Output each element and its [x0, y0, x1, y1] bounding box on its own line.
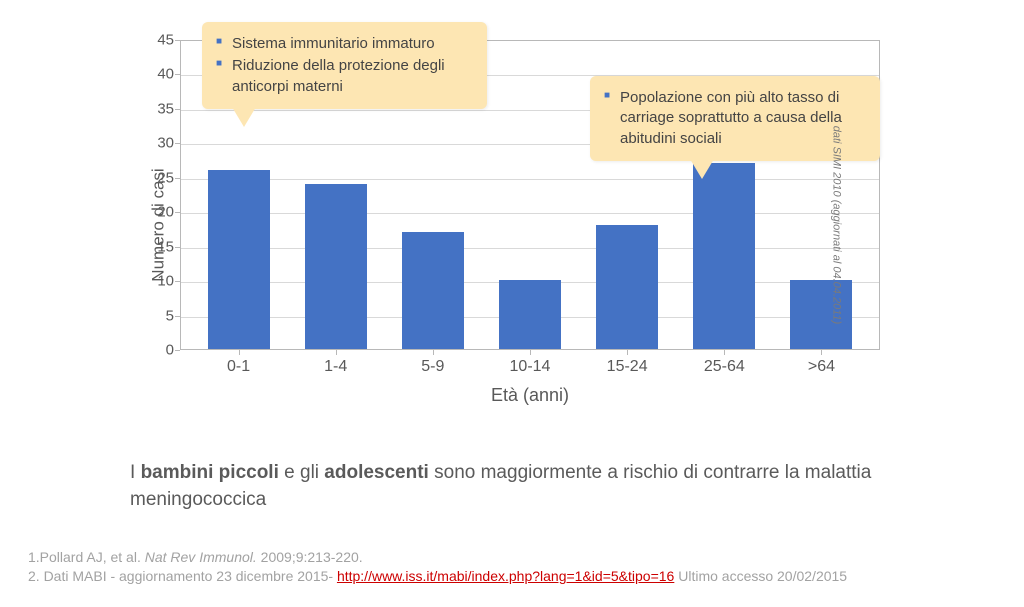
callout-infants: Sistema immunitario immaturo Riduzione d… — [202, 22, 487, 109]
x-tick-label: 10-14 — [481, 358, 578, 376]
reference-line: 1.Pollard AJ, et al. Nat Rev Immunol. 20… — [28, 548, 988, 567]
y-tick-label: 45 — [150, 32, 174, 49]
x-tick-label: 25-64 — [676, 358, 773, 376]
y-tick-mark — [175, 316, 180, 317]
references: 1.Pollard AJ, et al. Nat Rev Immunol. 20… — [28, 548, 988, 586]
ref-italic: Nat Rev Immunol. — [145, 549, 257, 565]
y-tick-mark — [175, 281, 180, 282]
y-tick-label: 40 — [150, 66, 174, 83]
y-tick-label: 35 — [150, 100, 174, 117]
y-tick-mark — [175, 178, 180, 179]
caption-text: e gli — [279, 462, 324, 483]
x-tick-mark — [336, 350, 337, 355]
y-tick-mark — [175, 143, 180, 144]
y-tick-label: 30 — [150, 135, 174, 152]
bar — [305, 184, 367, 349]
callout-item: Riduzione della protezione degli anticor… — [216, 56, 475, 97]
y-tick-mark — [175, 247, 180, 248]
x-tick-mark — [530, 350, 531, 355]
y-tick-mark — [175, 74, 180, 75]
reference-line: 2. Dati MABI - aggiornamento 23 dicembre… — [28, 567, 988, 586]
ref-text: 2009;9:213-220. — [257, 549, 363, 565]
caption-text: I — [130, 462, 141, 483]
bar — [402, 232, 464, 349]
x-tick-labels: 0-11-45-910-1415-2425-64>64 — [180, 358, 880, 376]
chart-container: Numero di casi 051015202530354045 0-11-4… — [150, 40, 910, 410]
y-tick-label: 25 — [150, 169, 174, 186]
x-tick-mark — [724, 350, 725, 355]
x-tick-label: 15-24 — [579, 358, 676, 376]
ref-text: 2. Dati MABI - aggiornamento 23 dicembre… — [28, 568, 337, 584]
x-tick-mark — [821, 350, 822, 355]
x-axis-label: Età (anni) — [180, 385, 880, 406]
caption-bold: adolescenti — [324, 462, 429, 483]
y-tick-label: 15 — [150, 238, 174, 255]
y-tick-mark — [175, 212, 180, 213]
y-tick-label: 5 — [150, 307, 174, 324]
bar — [499, 280, 561, 349]
callout-item: Popolazione con più alto tasso di carria… — [604, 88, 868, 149]
callout-item: Sistema immunitario immaturo — [216, 34, 475, 54]
y-tick-label: 20 — [150, 204, 174, 221]
y-tick-mark — [175, 350, 180, 351]
x-tick-mark — [239, 350, 240, 355]
ref-text: 1.Pollard AJ, et al. — [28, 549, 145, 565]
y-tick-mark — [175, 109, 180, 110]
chart-caption: I bambini piccoli e gli adolescenti sono… — [130, 460, 910, 513]
caption-bold: bambini piccoli — [141, 462, 279, 483]
bar — [693, 163, 755, 349]
y-tick-label: 0 — [150, 342, 174, 359]
x-tick-mark — [433, 350, 434, 355]
x-tick-label: 0-1 — [190, 358, 287, 376]
reference-link[interactable]: http://www.iss.it/mabi/index.php?lang=1&… — [337, 568, 674, 584]
data-source-note: dati SIMI 2010 (aggiornati al 04.04.2011… — [831, 126, 843, 325]
x-tick-label: 5-9 — [384, 358, 481, 376]
x-tick-label: >64 — [773, 358, 870, 376]
bar — [208, 170, 270, 349]
x-tick-mark — [627, 350, 628, 355]
ref-text: Ultimo accesso 20/02/2015 — [674, 568, 847, 584]
x-tick-label: 1-4 — [287, 358, 384, 376]
y-tick-label: 10 — [150, 273, 174, 290]
bar — [596, 225, 658, 349]
y-tick-mark — [175, 40, 180, 41]
bar-slot — [482, 41, 579, 349]
